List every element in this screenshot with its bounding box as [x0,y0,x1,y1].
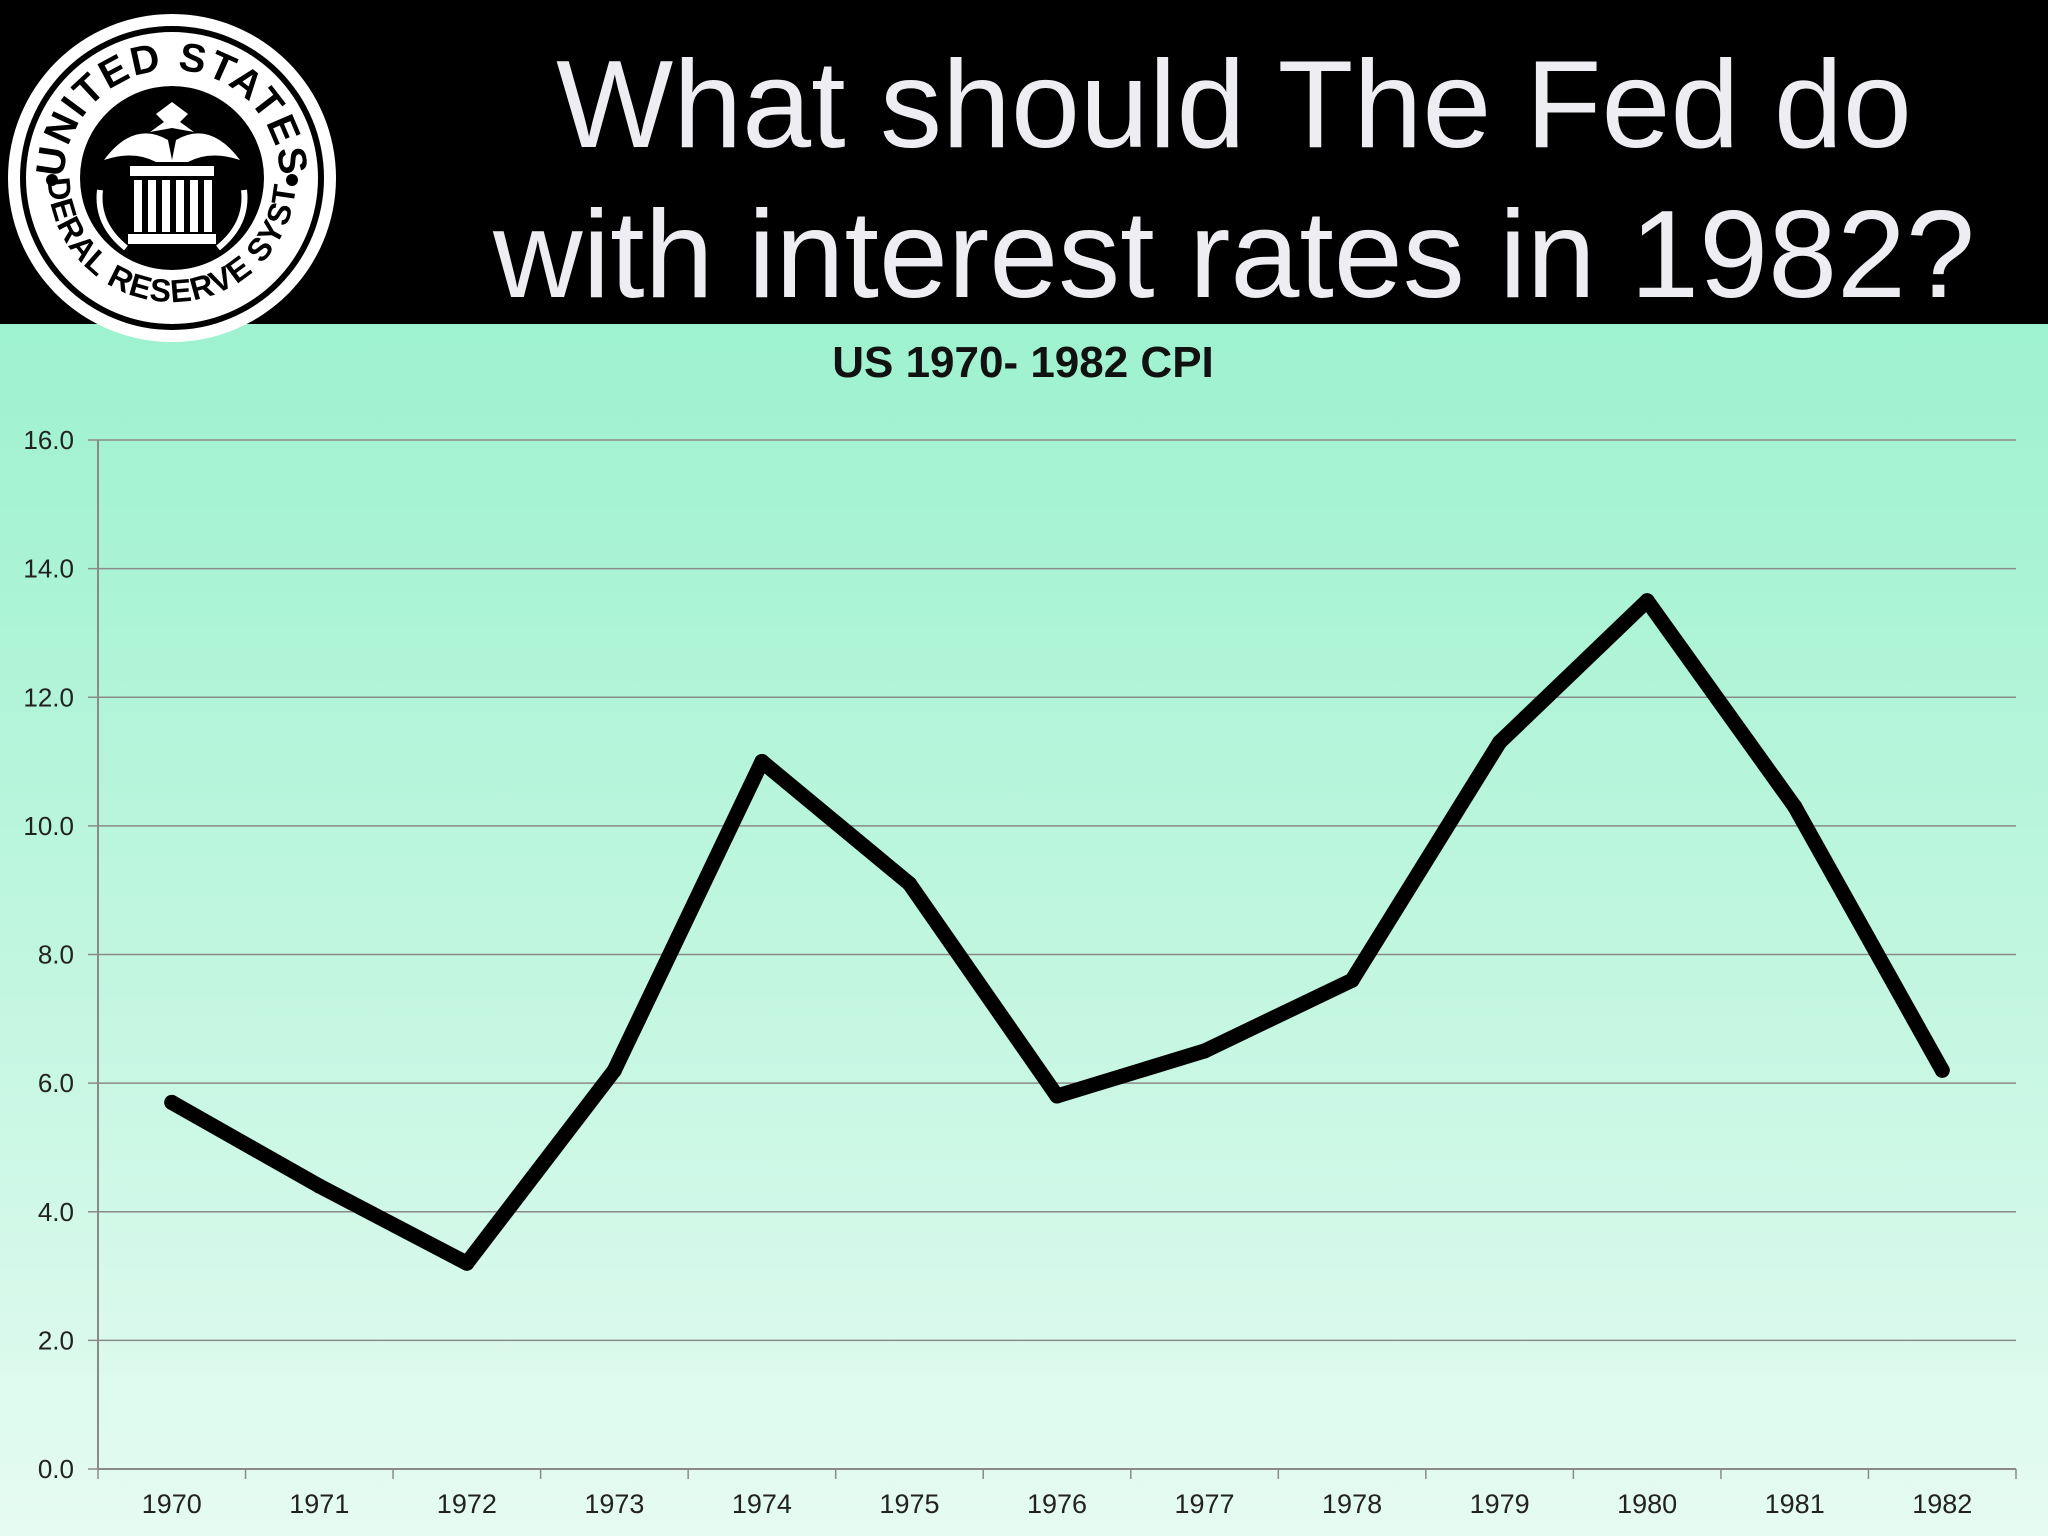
x-tick-label: 1974 [732,1489,792,1519]
data-point [1787,799,1803,815]
federal-reserve-seal-icon: UNITED STATES FEDERAL RESERVE SYSTEM [4,10,336,342]
x-tick-label: 1976 [1027,1489,1087,1519]
data-point [164,1094,180,1110]
y-tick-label: 12.0 [23,682,74,712]
data-point [1344,972,1360,988]
y-tick-label: 0.0 [38,1454,74,1484]
series-line-segment [754,754,917,892]
data-point [459,1255,475,1271]
x-tick-label: 1977 [1174,1489,1234,1519]
x-tick-label: 1972 [437,1489,497,1519]
series-line-segment [1492,593,1655,750]
data-point [901,876,917,892]
slide-header [0,0,2048,324]
series-line-segment [1639,593,1803,815]
x-tick-label: 1982 [1912,1489,1972,1519]
y-tick-label: 10.0 [23,811,74,841]
series-line-segment [606,754,770,1078]
series-line-segment [311,1178,475,1271]
x-tick-label: 1970 [142,1489,202,1519]
data-point [1639,593,1655,609]
data-point [754,754,770,770]
data-point [1492,734,1508,750]
cpi-line-chart: US 1970- 1982 CPI 0.0 2.0 4.0 6.0 8.0 10.0 12.… [23,338,2017,1519]
chart-title: US 1970- 1982 CPI [832,338,1214,387]
series-line-segment [1787,799,1950,1078]
y-tick-label: 14.0 [23,554,74,584]
series-line-segment [1197,972,1360,1059]
data-point [1197,1043,1213,1059]
x-tick-label: 1979 [1470,1489,1530,1519]
y-tick-label: 6.0 [38,1068,74,1098]
data-point [311,1178,327,1194]
x-tick-label: 1973 [584,1489,644,1519]
data-point [1049,1088,1065,1104]
y-tick-label: 8.0 [38,940,74,970]
series-line-segment [901,876,1065,1104]
y-tick-label: 16.0 [23,425,74,455]
y-tick-label: 4.0 [38,1197,74,1227]
x-tick-label: 1975 [879,1489,939,1519]
y-tick-label: 2.0 [38,1325,74,1355]
x-tick-label: 1980 [1617,1489,1677,1519]
series-line-segment [459,1062,622,1271]
data-point [1934,1062,1950,1078]
x-tick-label: 1978 [1322,1489,1382,1519]
slide-title: What should The Fed do with interest rat… [493,36,1975,324]
data-point [606,1062,622,1078]
series-line-segment [164,1094,327,1194]
x-tick-label: 1971 [289,1489,349,1519]
series-line-segment [1049,1043,1213,1104]
x-tick-label: 1981 [1765,1489,1825,1519]
series-line-segment [1344,734,1508,988]
